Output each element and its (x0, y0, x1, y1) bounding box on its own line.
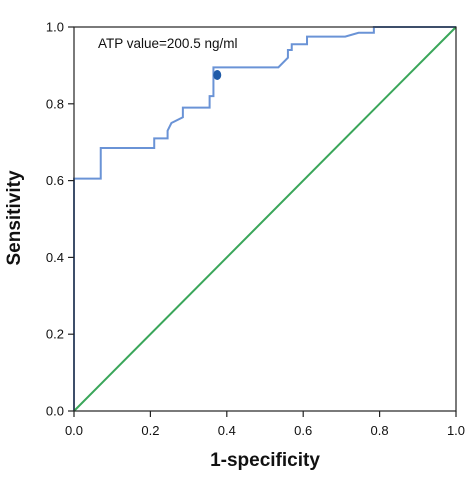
y-axis-label: Sensitivity (4, 170, 25, 265)
x-axis-label: 1-specificity (210, 450, 320, 471)
x-tick-label: 0.2 (141, 423, 159, 438)
y-tick-label: 0.2 (46, 327, 64, 342)
cutoff-point-marker (213, 70, 222, 80)
y-tick-label: 1.0 (46, 20, 64, 35)
y-tick-label: 0.6 (46, 173, 64, 188)
plot-area (73, 26, 457, 412)
y-tick-label: 0.8 (46, 96, 64, 111)
reference-diagonal-line (73, 26, 457, 412)
y-tick-label: 0.0 (46, 404, 64, 419)
annotation-label: ATP value=200.5 ng/ml (98, 36, 237, 51)
x-tick-label: 0.4 (218, 423, 236, 438)
axis-labels: 1-specificity Sensitivity (4, 170, 320, 471)
x-tick-label: 0.0 (65, 423, 83, 438)
x-tick-label: 1.0 (447, 423, 465, 438)
x-tick-label: 0.8 (371, 423, 389, 438)
y-tick-label: 0.4 (46, 250, 64, 265)
plot-frame (73, 26, 457, 412)
x-tick-label: 0.6 (294, 423, 312, 438)
roc-curve-line (73, 26, 456, 411)
axes: 0.0 0.2 0.4 0.6 0.8 1.0 0.0 0.2 0.4 0.6 0.8 1.0 (46, 20, 465, 439)
